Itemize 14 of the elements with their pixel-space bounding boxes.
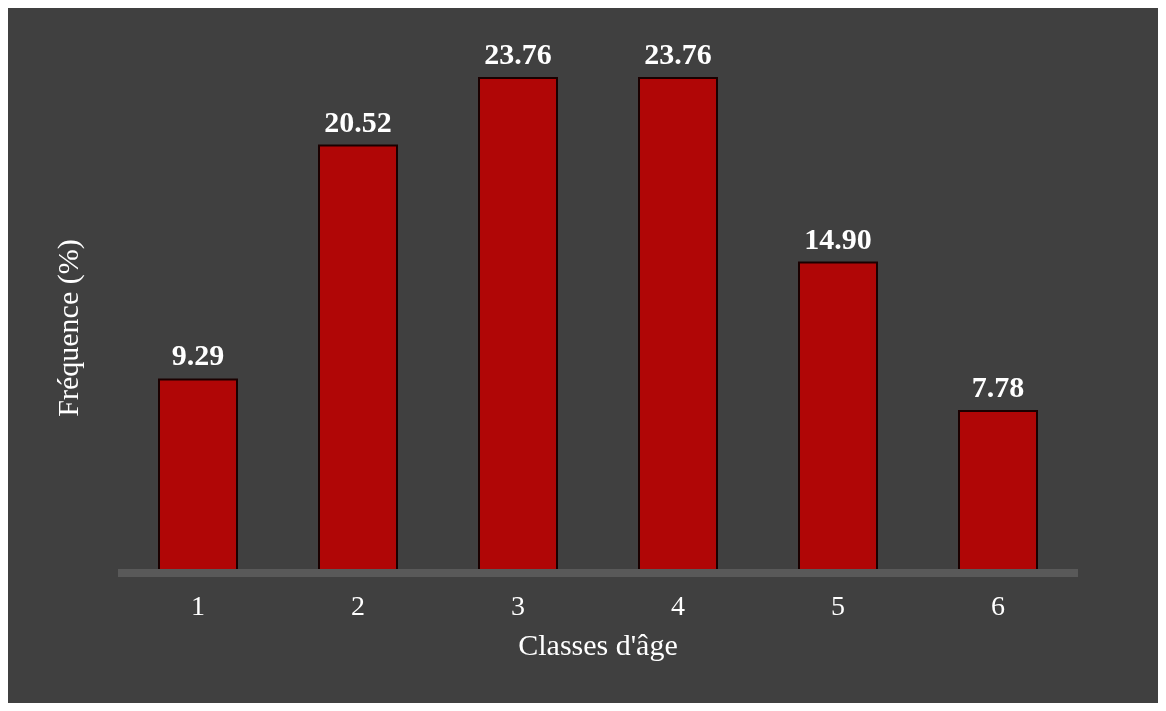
data-label: 9.29 [171, 338, 225, 372]
x-tick-label: 1 [191, 589, 205, 621]
x-axis-title: Classes d'âge [518, 628, 678, 661]
data-label: 20.52 [324, 104, 392, 138]
data-label: 23.76 [644, 37, 712, 70]
data-label: 23.76 [484, 37, 552, 70]
x-tick-label: 4 [671, 589, 685, 621]
x-tick-label: 5 [831, 589, 845, 621]
y-axis-title: Fréquence (%) [51, 239, 85, 417]
data-label: 7.78 [971, 369, 1025, 403]
x-tick-label: 6 [991, 589, 1005, 621]
x-tick-label: 2 [351, 589, 365, 621]
x-tick-label: 3 [511, 589, 525, 621]
data-label: 14.90 [804, 221, 872, 255]
